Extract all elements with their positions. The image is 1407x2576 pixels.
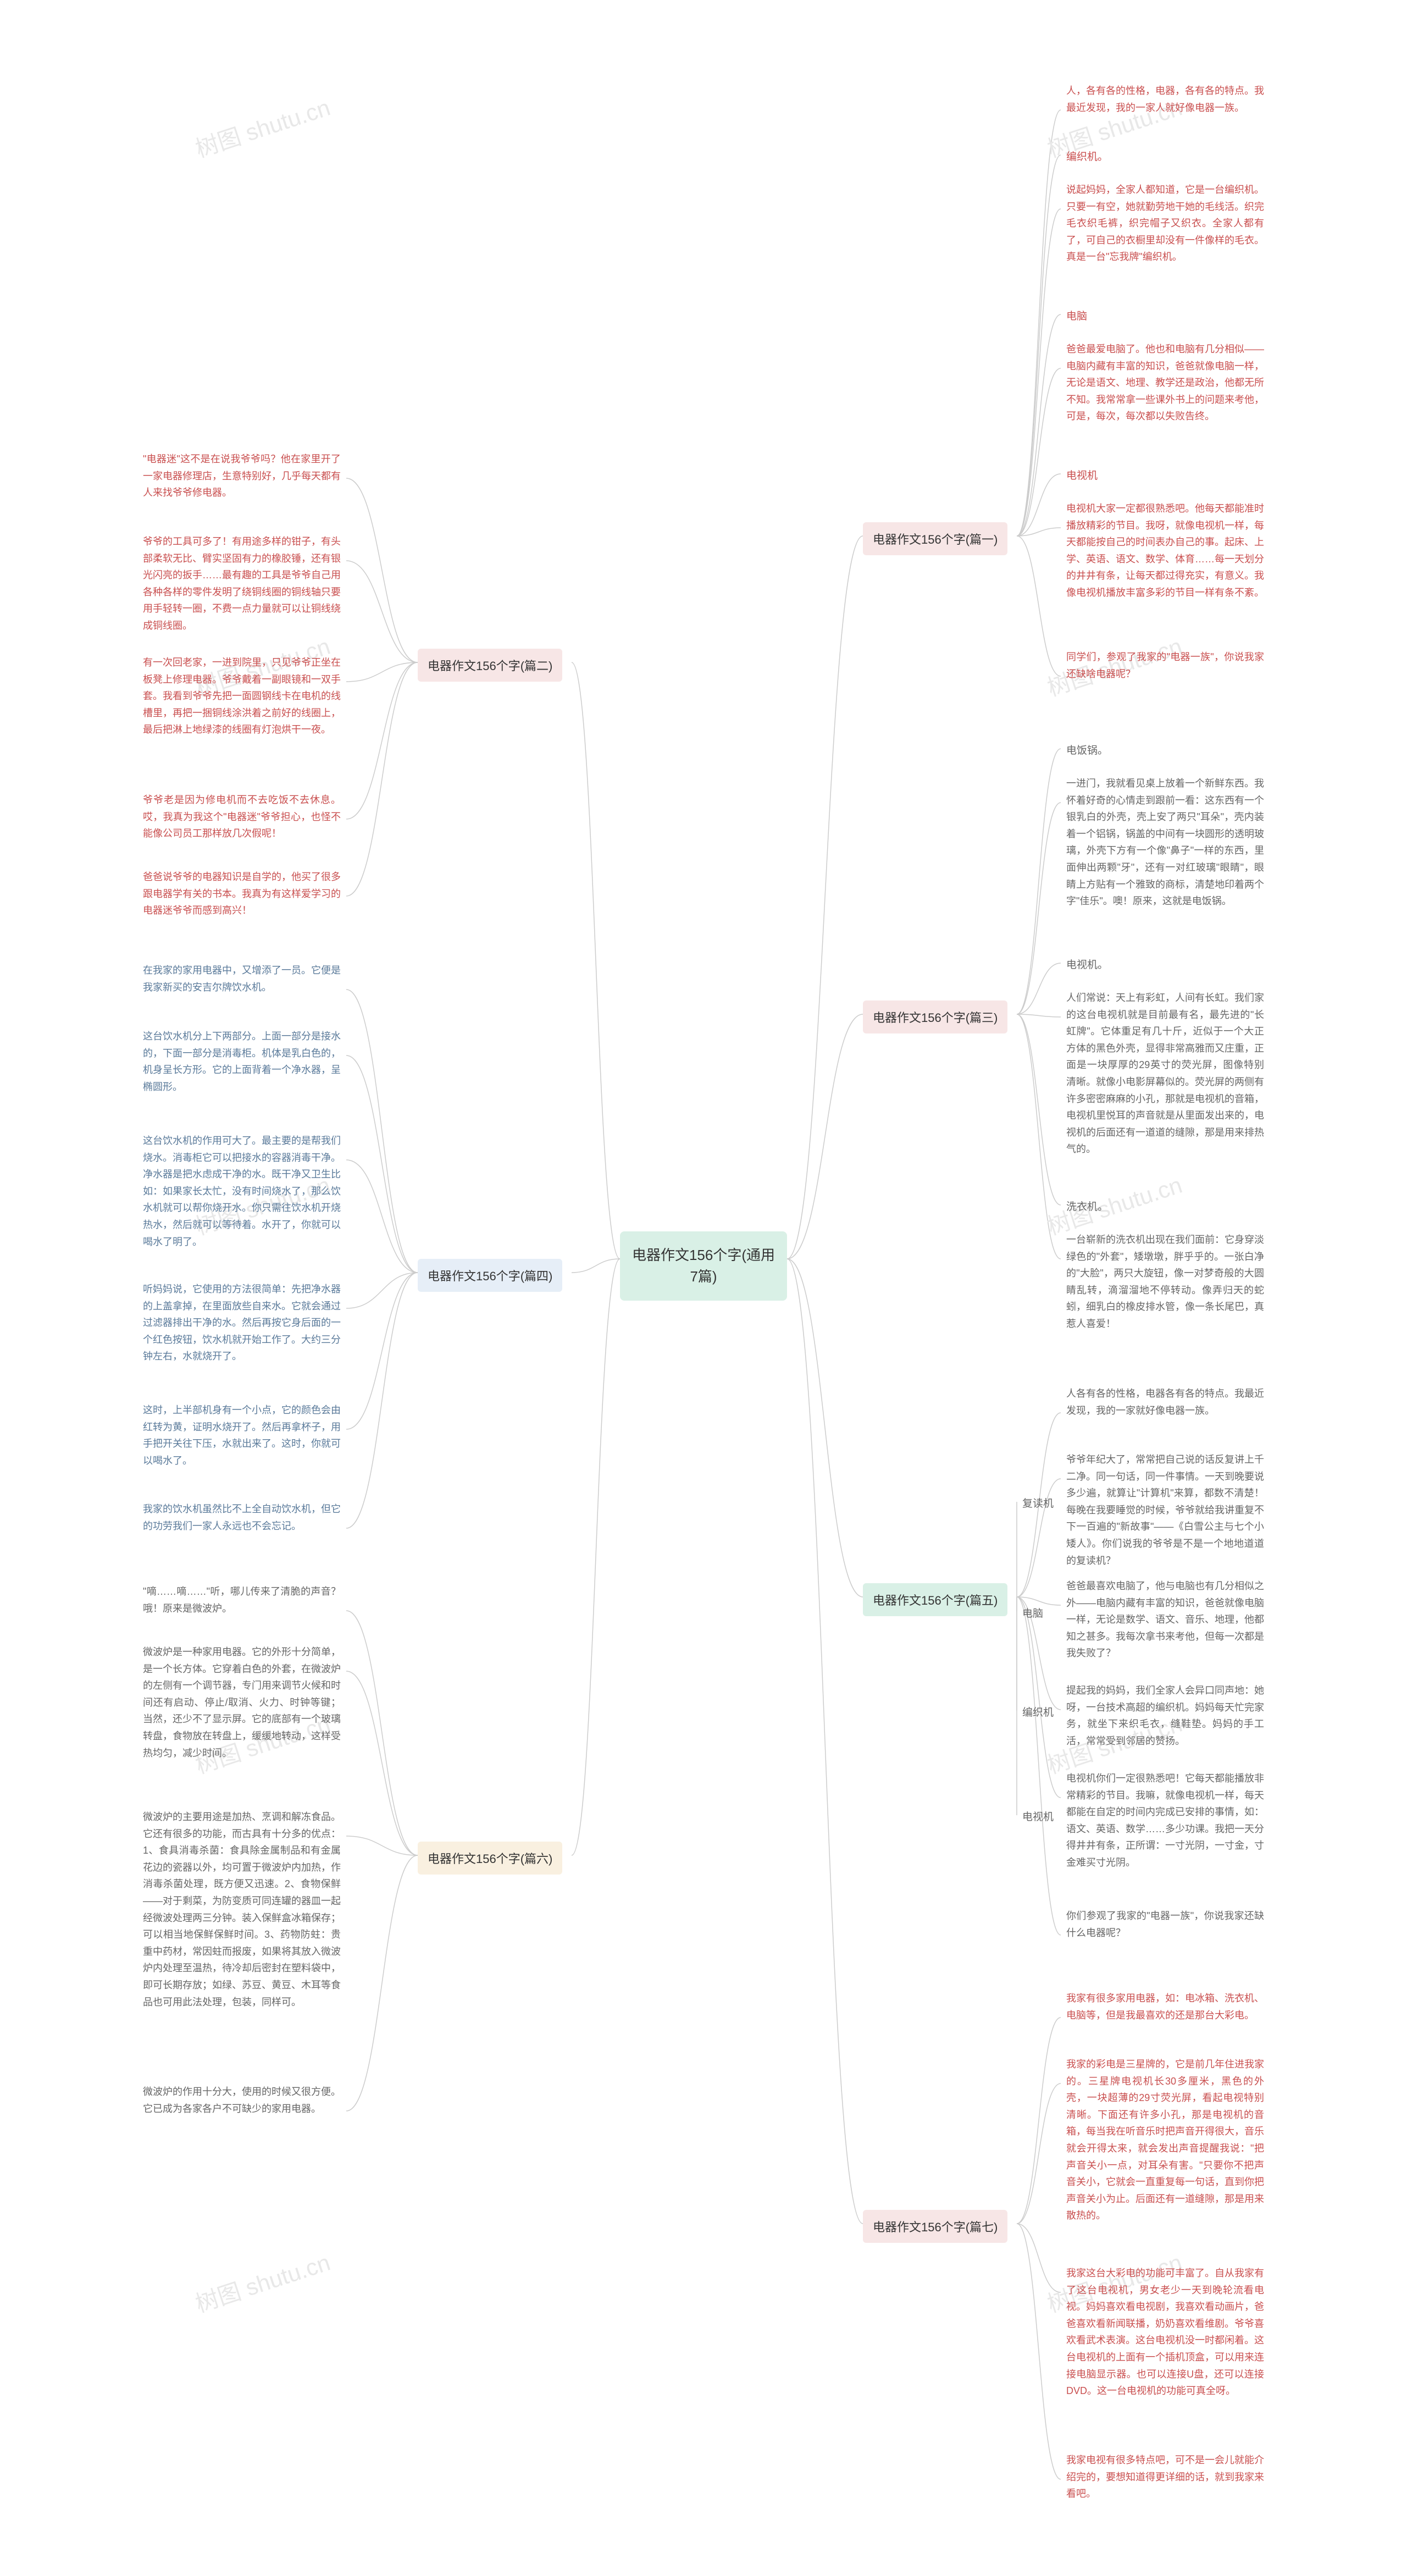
leaf-p2-3: 爷爷老是因为修电机而不去吃饭不去休息。哎，我真为我这个"电器迷"爷爷担心，也怪不… bbox=[143, 792, 341, 842]
leaf-p4-0: 在我家的家用电器中，又增添了一员。它便是我家新买的安吉尔牌饮水机。 bbox=[143, 962, 341, 996]
watermark: 树图 shutu.cn bbox=[191, 2244, 334, 2319]
leaf-p5-7: 电视机 bbox=[1022, 1809, 1054, 1823]
leaf-p4-3: 听妈妈说，它使用的方法很简单：先把净水器的上盖拿掉，在里面放些自来水。它就会通过… bbox=[143, 1281, 341, 1365]
branch-p4: 电器作文156个字(篇四) bbox=[418, 1259, 562, 1292]
leaf-p3-1: 一进门，我就看见桌上放着一个新鲜东西。我怀着好奇的心情走到跟前一看：这东西有一个… bbox=[1066, 775, 1264, 910]
leaf-p5-4: 爸爸最喜欢电脑了，他与电脑也有几分相似之外——电脑内藏有丰富的知识，爸爸就像电脑… bbox=[1066, 1578, 1264, 1662]
leaf-p1-6: 电视机大家一定都很熟悉吧。他每天都能准时播放精彩的节目。我呀，就像电视机一样，每… bbox=[1066, 500, 1264, 601]
branch-p1: 电器作文156个字(篇一) bbox=[863, 522, 1007, 555]
leaf-p6-1: 微波炉是一种家用电器。它的外形十分简单，是一个长方体。它穿着白色的外套，在微波炉… bbox=[143, 1644, 341, 1761]
leaf-p3-5: 一台崭新的洗衣机出现在我们面前：它身穿淡绿色的"外套"，矮墩墩，胖乎乎的。一张白… bbox=[1066, 1231, 1264, 1333]
leaf-p2-0: "电器迷"这不是在说我爷爷吗？他在家里开了一家电器修理店，生意特别好，几乎每天都… bbox=[143, 451, 341, 501]
leaf-p5-5: 编织机 bbox=[1022, 1704, 1054, 1719]
leaf-p5-2: 爷爷年纪大了，常常把自己说的话反复讲上千二净。同一句话，同一件事情。一天到晚要说… bbox=[1066, 1451, 1264, 1569]
leaf-p6-3: 微波炉的作用十分大，使用的时候又很方便。它已成为各家各户不可缺少的家用电器。 bbox=[143, 2083, 341, 2117]
leaf-p4-2: 这台饮水机的作用可大了。最主要的是帮我们烧水。消毒柜它可以把接水的容器消毒干净。… bbox=[143, 1132, 341, 1250]
branch-p2: 电器作文156个字(篇二) bbox=[418, 649, 562, 682]
leaf-p6-2: 微波炉的主要用途是加热、烹调和解冻食品。它还有很多的功能，而古具有十分多的优点：… bbox=[143, 1809, 341, 2010]
leaf-p3-3: 人们常说：天上有彩虹，人间有长虹。我们家的这台电视机就是目前最有名，最先进的"长… bbox=[1066, 990, 1264, 1158]
leaf-p7-2: 我家这台大彩电的功能可丰富了。自从我家有了这台电视机，男女老少一天到晚轮流看电视… bbox=[1066, 2265, 1264, 2400]
leaf-p3-4: 洗衣机。 bbox=[1066, 1198, 1108, 1213]
leaf-p5-3: 电脑 bbox=[1022, 1605, 1043, 1620]
leaf-p1-7: 同学们，参观了我家的"电器一族"，你说我家还缺啥电器呢？ bbox=[1066, 649, 1264, 682]
leaf-p2-1: 爷爷的工具可多了！有用途多样的钳子，有头部柔软无比、臂实坚固有力的橡胶锤，还有银… bbox=[143, 533, 341, 634]
leaf-p4-4: 这时，上半部机身有一个小点，它的颜色会由红转为黄，证明水烧开了。然后再拿杯子，用… bbox=[143, 1402, 341, 1469]
branch-p5: 电器作文156个字(篇五) bbox=[863, 1583, 1007, 1616]
branch-p3: 电器作文156个字(篇三) bbox=[863, 1000, 1007, 1033]
leaf-p3-0: 电饭锅。 bbox=[1066, 742, 1108, 757]
watermark: 树图 shutu.cn bbox=[191, 89, 334, 164]
leaf-p7-1: 我家的彩电是三星牌的，它是前几年住进我家的。三星牌电视机长30多厘米，黑色的外壳… bbox=[1066, 2056, 1264, 2224]
leaf-p1-4: 爸爸最爱电脑了。他也和电脑有几分相似——电脑内藏有丰富的知识，爸爸就像电脑一样，… bbox=[1066, 341, 1264, 425]
leaf-p3-2: 电视机。 bbox=[1066, 957, 1108, 971]
leaf-p6-0: "嘀……嘀……"听，哪儿传来了清脆的声音？哦！原来是微波炉。 bbox=[143, 1583, 341, 1617]
center-node: 电器作文156个字(通用7篇) bbox=[620, 1231, 787, 1301]
leaf-p5-9: 你们参观了我家的"电器一族"，你说我家还缺什么电器呢？ bbox=[1066, 1908, 1264, 1941]
leaf-p2-2: 有一次回老家，一进到院里，只见爷爷正坐在板凳上修理电器。爷爷戴着一副眼镜和一双手… bbox=[143, 654, 341, 738]
center-label: 电器作文156个字(通用7篇) bbox=[632, 1247, 775, 1285]
leaf-p5-6: 提起我的妈妈，我们全家人会异口同声地：她呀，一台技术高超的编织机。妈妈每天忙完家… bbox=[1066, 1682, 1264, 1749]
leaf-p1-0: 人，各有各的性格，电器，各有各的特点。我最近发现，我的一家人就好像电器一族。 bbox=[1066, 82, 1264, 116]
leaf-p1-3: 电脑 bbox=[1066, 308, 1087, 323]
leaf-p7-3: 我家电视有很多特点吧，可不是一会儿就能介绍完的，要想知道得更详细的话，就到我家来… bbox=[1066, 2452, 1264, 2502]
leaf-p4-1: 这台饮水机分上下两部分。上面一部分是接水的，下面一部分是消毒柜。机体是乳白色的，… bbox=[143, 1028, 341, 1095]
watermark: 树图 shutu.cn bbox=[1043, 1167, 1186, 1242]
leaf-p5-0: 人各有各的性格，电器各有各的特点。我最近发现，我的一家就好像电器一族。 bbox=[1066, 1385, 1264, 1419]
leaf-p7-0: 我家有很多家用电器，如：电冰箱、洗衣机、电脑等，但是我最喜欢的还是那台大彩电。 bbox=[1066, 1990, 1264, 2024]
branch-p7: 电器作文156个字(篇七) bbox=[863, 2210, 1007, 2243]
leaf-p2-4: 爸爸说爷爷的电器知识是自学的，他买了很多跟电器学有关的书本。我真为有这样爱学习的… bbox=[143, 869, 341, 919]
branch-p6: 电器作文156个字(篇六) bbox=[418, 1842, 562, 1875]
leaf-p4-5: 我家的饮水机虽然比不上全自动饮水机，但它的功劳我们一家人永远也不会忘记。 bbox=[143, 1501, 341, 1534]
leaf-p5-8: 电视机你们一定很熟悉吧！它每天都能播放非常精彩的节目。我嘛，就像电视机一样，每天… bbox=[1066, 1770, 1264, 1871]
leaf-p1-2: 说起妈妈，全家人都知道，它是一台编织机。只要一有空，她就勤劳地干她的毛线活。织完… bbox=[1066, 181, 1264, 266]
leaf-p1-1: 编织机。 bbox=[1066, 148, 1108, 163]
leaf-p5-1: 复读机 bbox=[1022, 1495, 1054, 1510]
leaf-p1-5: 电视机 bbox=[1066, 467, 1098, 482]
